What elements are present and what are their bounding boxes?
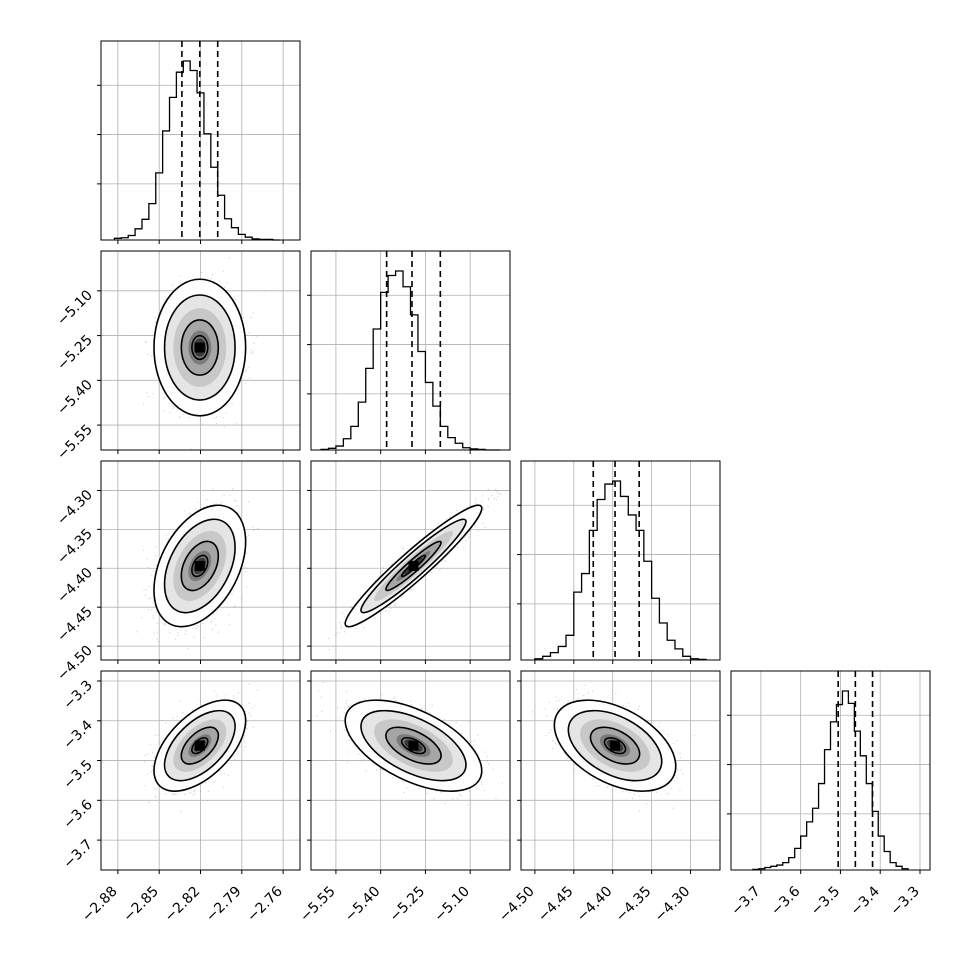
x-tick-label: −4.50 xyxy=(496,884,538,926)
x-tick-label: −3.7 xyxy=(728,884,763,919)
histogram-step-line xyxy=(534,480,707,661)
contour-line-2 xyxy=(163,294,236,401)
y-tick-label: −4.35 xyxy=(54,526,96,568)
x-tick-label: −4.35 xyxy=(613,884,655,926)
x-tick-label: −2.82 xyxy=(162,884,204,926)
contour-line-3 xyxy=(589,726,641,765)
histogram-step-line xyxy=(752,690,909,871)
panel-content xyxy=(101,671,300,870)
panel-frame xyxy=(310,460,511,661)
y-tick-label: −5.25 xyxy=(54,332,96,374)
contour-line-2 xyxy=(360,518,467,614)
histogram-panel-3 xyxy=(517,460,721,661)
scatter-panel-4-3 xyxy=(520,670,721,871)
y-tick-label: −5.10 xyxy=(54,287,96,329)
histogram-step-line xyxy=(320,270,500,451)
scatter-panel-4-2 xyxy=(310,670,511,871)
y-tick-label: −4.50 xyxy=(54,643,96,685)
contour-line-1 xyxy=(153,699,247,792)
histogram-step-line xyxy=(113,60,280,241)
panel-frame xyxy=(730,670,931,871)
density-peak xyxy=(408,560,419,571)
x-tick-label: −5.40 xyxy=(342,884,384,926)
x-tick-label: −2.79 xyxy=(203,884,245,926)
x-tick-label: −3.5 xyxy=(808,884,843,919)
contour-line-1 xyxy=(344,504,483,628)
panel-content xyxy=(101,251,300,450)
y-tick-label: −4.45 xyxy=(54,604,96,646)
contour-line-4 xyxy=(400,736,427,755)
x-tick-label: −2.85 xyxy=(120,884,162,926)
x-tick-label: −2.88 xyxy=(79,884,121,926)
contour-line-4 xyxy=(191,334,209,361)
scatter-panel-3-1 xyxy=(100,460,301,661)
panel-content xyxy=(521,671,720,870)
density-peak xyxy=(610,740,621,751)
y-tick-label: −4.30 xyxy=(54,487,96,529)
x-tick-label: −3.4 xyxy=(848,883,883,918)
scatter-panel-2-1 xyxy=(100,250,301,451)
contour-line-1 xyxy=(153,278,247,417)
contour-line-4 xyxy=(603,736,627,755)
x-tick-label: −5.55 xyxy=(297,884,339,926)
density-peak xyxy=(194,740,205,751)
y-tick-label: −3.7 xyxy=(60,837,95,872)
x-tick-label: −4.40 xyxy=(574,884,616,926)
contour-line-3 xyxy=(180,319,220,376)
contour-line-1 xyxy=(344,699,483,792)
panel-frame xyxy=(310,250,511,451)
x-tick-label: −3.6 xyxy=(768,883,803,918)
x-tick-label: −5.25 xyxy=(387,884,429,926)
x-tick-label: −3.3 xyxy=(887,884,922,919)
density-peak xyxy=(408,740,419,751)
contour-line-2 xyxy=(163,709,236,782)
y-tick-label: −4.40 xyxy=(54,565,96,607)
contour-line-3 xyxy=(385,726,442,765)
contour-line-2 xyxy=(567,709,663,782)
histogram-panel-1 xyxy=(97,40,301,241)
y-tick-label: −5.55 xyxy=(54,422,96,464)
x-tick-label: −5.10 xyxy=(431,884,473,926)
y-tick-label: −5.40 xyxy=(54,377,96,419)
x-tick-label: −2.76 xyxy=(244,883,286,925)
x-tick-label: −4.45 xyxy=(535,884,577,926)
panel-frame xyxy=(520,670,721,871)
panel-content xyxy=(101,461,300,660)
panel-content xyxy=(311,461,510,660)
y-tick-label: −3.6 xyxy=(60,797,95,832)
contour-line-4 xyxy=(191,554,209,578)
panel-frame xyxy=(520,460,721,661)
contour-line-3 xyxy=(180,726,220,765)
panel-frame xyxy=(310,670,511,871)
scatter-panel-3-2 xyxy=(310,460,511,661)
y-tick-label: −3.4 xyxy=(60,717,95,752)
histogram-panel-2 xyxy=(307,250,511,451)
panel-content xyxy=(311,671,510,870)
scatter-panel-4-1 xyxy=(100,670,301,871)
contour-line-2 xyxy=(163,518,236,614)
contour-line-1 xyxy=(153,504,247,628)
contour-line-2 xyxy=(360,709,467,782)
x-tick-label: −4.30 xyxy=(652,884,694,926)
contour-line-1 xyxy=(553,699,677,792)
histogram-panel-4 xyxy=(727,670,931,871)
contour-line-3 xyxy=(180,540,220,592)
density-peak xyxy=(194,560,205,571)
density-peak xyxy=(194,342,205,353)
y-tick-label: −3.5 xyxy=(60,757,95,792)
